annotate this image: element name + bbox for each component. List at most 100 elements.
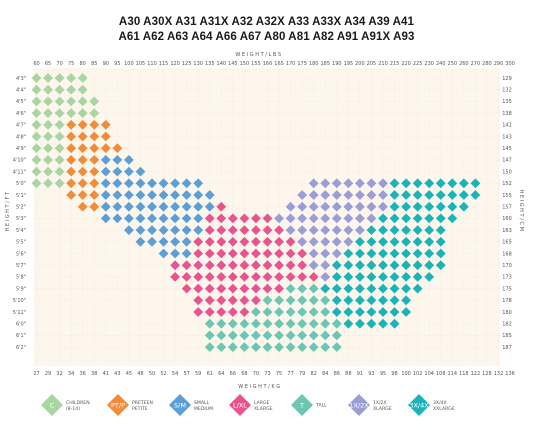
size-mark-small-medium <box>181 225 192 235</box>
size-mark-xxlarge-3x-4x <box>401 307 411 317</box>
height-ft-tick: 5'9" <box>16 286 26 292</box>
size-mark-xxlarge-3x-4x <box>331 307 342 317</box>
size-mark-small-medium <box>158 213 169 224</box>
left-axis-ticks: 4'3" 4'4" 4'5" 4'6" 4'7" 4'8" 4'9" 4'10" 4'11" 5'… <box>13 76 26 351</box>
size-mark-children <box>43 73 53 83</box>
weight-lbs-tick: 205 <box>367 61 377 67</box>
size-mark-children <box>54 166 65 177</box>
size-mark-preteen-petite <box>89 131 100 142</box>
size-mark-xlarge-1x-2x <box>343 225 354 235</box>
size-mark-preteen-petite <box>66 166 77 177</box>
legend-swatch <box>348 394 370 416</box>
height-cm-tick: 145 <box>502 146 512 152</box>
size-mark-xxlarge-3x-4x <box>343 260 354 271</box>
weight-kg-tick: 98 <box>391 371 397 377</box>
size-mark-tall <box>308 318 319 329</box>
size-mark-preteen-petite <box>77 190 88 200</box>
size-mark-small-medium <box>193 225 204 235</box>
size-mark-xxlarge-3x-4x <box>447 201 458 212</box>
size-mark-tall <box>331 342 342 352</box>
size-mark-xxlarge-3x-4x <box>355 260 365 271</box>
height-ft-tick: 4'3" <box>16 76 26 82</box>
height-cm-tick: 152 <box>502 181 512 187</box>
height-cm-tick: 157 <box>502 205 512 211</box>
size-mark-large-xlarge <box>193 295 204 306</box>
size-mark-preteen-petite <box>100 143 111 154</box>
size-mark-xxlarge-3x-4x <box>412 272 423 282</box>
size-mark-tall <box>274 330 284 341</box>
size-mark-xxlarge-3x-4x <box>389 236 400 247</box>
size-mark-xxlarge-3x-4x <box>412 201 423 212</box>
size-mark-tall <box>297 318 308 329</box>
size-mark-tall <box>216 330 227 341</box>
size-mark-large-xlarge <box>239 295 250 306</box>
height-cm-tick: 185 <box>502 333 512 339</box>
size-mark-tall <box>297 295 308 306</box>
size-mark-tall <box>216 318 227 329</box>
size-mark-large-xlarge <box>227 295 238 306</box>
size-mark-large-xlarge <box>193 260 204 271</box>
size-mark-small-medium <box>204 190 215 200</box>
weight-kg-tick: 45 <box>126 371 132 377</box>
size-mark-small-medium <box>135 201 146 212</box>
size-mark-xlarge-1x-2x <box>320 248 331 259</box>
size-mark-preteen-petite <box>89 178 100 189</box>
size-mark-xxlarge-3x-4x <box>378 260 388 271</box>
size-mark-large-xlarge <box>216 295 227 306</box>
height-cm-tick: 173 <box>502 275 512 281</box>
weight-kg-tick: 77 <box>287 371 293 377</box>
size-mark-xxlarge-3x-4x <box>389 178 400 189</box>
height-ft-tick: 4'10" <box>13 158 26 164</box>
weight-kg-tick: 128 <box>482 371 492 377</box>
weight-lbs-tick: 280 <box>482 61 492 67</box>
size-mark-large-xlarge <box>262 236 273 247</box>
height-ft-tick: 6'2" <box>16 345 26 351</box>
weight-kg-tick: 91 <box>357 371 363 377</box>
weight-lbs-tick: 220 <box>401 61 411 67</box>
height-cm-tick: 129 <box>502 76 512 82</box>
weight-lbs-tick: 70 <box>56 61 62 67</box>
size-mark-children <box>54 84 65 95</box>
size-mark-children <box>43 155 53 165</box>
size-mark-children <box>89 96 100 107</box>
size-mark-large-xlarge <box>204 236 215 247</box>
legend-code: 1X/2X <box>349 401 369 409</box>
size-mark-large-xlarge <box>204 213 215 224</box>
size-mark-xxlarge-3x-4x <box>389 201 400 212</box>
size-mark-children <box>54 143 65 154</box>
size-mark-xlarge-1x-2x <box>343 178 354 189</box>
size-mark-children <box>31 155 42 165</box>
size-mark-xxlarge-3x-4x <box>412 248 423 259</box>
size-mark-tall <box>320 307 331 317</box>
size-mark-large-xlarge <box>239 283 250 294</box>
size-mark-xxlarge-3x-4x <box>401 178 411 189</box>
size-mark-small-medium <box>158 225 169 235</box>
size-mark-xxlarge-3x-4x <box>447 190 458 200</box>
size-mark-large-xlarge <box>204 307 215 317</box>
weight-lbs-tick: 240 <box>436 61 446 67</box>
weight-kg-tick: 41 <box>103 371 109 377</box>
size-mark-children <box>31 166 42 177</box>
size-mark-small-medium <box>124 190 134 200</box>
weight-kg-tick: 84 <box>322 371 328 377</box>
size-mark-xxlarge-3x-4x <box>378 307 388 317</box>
size-mark-xlarge-1x-2x <box>297 190 308 200</box>
size-mark-tall <box>308 342 319 352</box>
size-mark-xlarge-1x-2x <box>331 248 342 259</box>
size-mark-small-medium <box>135 178 146 189</box>
height-ft-tick: 5'5" <box>16 240 26 246</box>
size-mark-xxlarge-3x-4x <box>389 225 400 235</box>
size-mark-xxlarge-3x-4x <box>458 190 469 200</box>
size-marks <box>31 73 481 352</box>
size-mark-xlarge-1x-2x <box>297 236 308 247</box>
size-mark-preteen-petite <box>89 119 100 130</box>
size-mark-xxlarge-3x-4x <box>424 213 435 224</box>
weight-lbs-tick: 90 <box>103 61 109 67</box>
size-mark-large-xlarge <box>181 272 192 282</box>
weight-kg-tick: 68 <box>241 371 247 377</box>
size-mark-xxlarge-3x-4x <box>378 213 388 224</box>
size-mark-large-xlarge <box>285 248 296 259</box>
size-mark-xxlarge-3x-4x <box>343 283 354 294</box>
size-mark-large-xlarge <box>216 307 227 317</box>
